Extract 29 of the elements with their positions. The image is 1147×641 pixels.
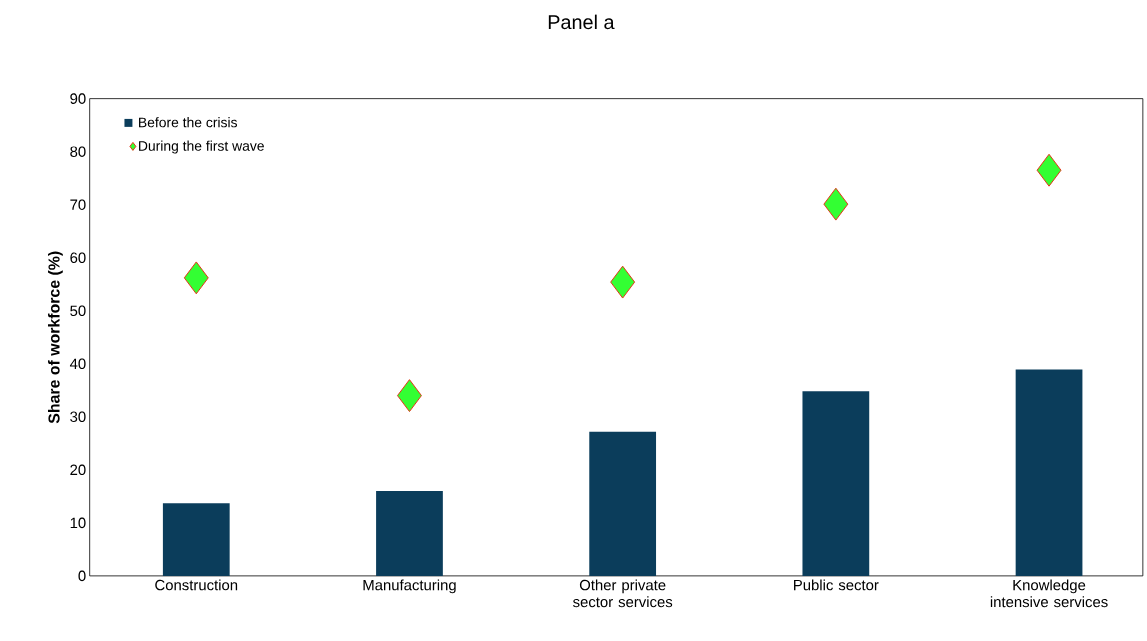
x-tick-label: Construction xyxy=(155,579,238,591)
y-tick-label: 80 xyxy=(70,146,86,158)
x-tick-label: Knowledge intensive services xyxy=(990,579,1108,608)
bar xyxy=(802,391,870,577)
y-tick-label: 40 xyxy=(69,358,86,370)
bar xyxy=(162,503,230,577)
x-tick-label: Manufacturing xyxy=(363,579,456,594)
y-tick-label: 10 xyxy=(70,517,86,529)
point xyxy=(610,265,636,299)
legend-label: Before the crisis xyxy=(139,117,238,128)
point xyxy=(183,261,209,295)
legend-label: During the first wave xyxy=(139,140,264,154)
point xyxy=(397,379,422,413)
bar xyxy=(376,491,443,577)
x-tick-label: Public sector xyxy=(794,579,879,591)
y-tick-label: 30 xyxy=(70,411,86,423)
point xyxy=(823,187,849,221)
bar xyxy=(1015,369,1083,577)
bar xyxy=(589,431,657,577)
x-tick-label: Other private sector services xyxy=(573,579,673,608)
y-tick-label: 50 xyxy=(70,305,86,317)
y-tick-label: 20 xyxy=(70,464,86,476)
y-tick-label: 0 xyxy=(78,570,86,582)
y-tick-label: 60 xyxy=(70,252,86,264)
y-tick-label: 90 xyxy=(70,93,86,105)
chart-title: Panel a xyxy=(548,14,615,30)
point xyxy=(1036,153,1062,187)
y-tick-label: 70 xyxy=(70,199,86,211)
y-axis-title: Share of workforce (%) xyxy=(48,251,63,424)
